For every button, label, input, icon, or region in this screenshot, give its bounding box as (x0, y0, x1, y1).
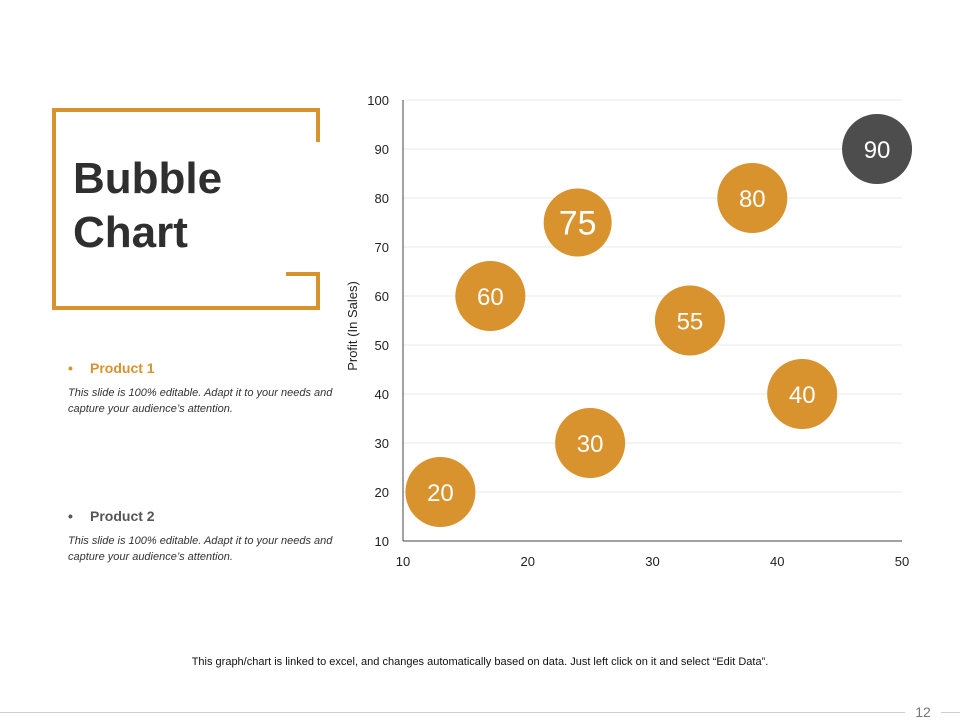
y-tick-90: 90 (375, 142, 389, 157)
x-tick-30: 30 (645, 554, 659, 569)
title-line-1: Bubble (73, 154, 223, 203)
bubble-label: 90 (864, 137, 891, 164)
y-tick-20: 20 (375, 485, 389, 500)
bubble-label: 75 (559, 205, 597, 243)
bullet-icon: • (68, 360, 73, 376)
product-2-block: • Product 2 This slide is 100% editable.… (68, 508, 338, 565)
bubble-circle[interactable] (654, 285, 725, 356)
bubble-circle[interactable] (555, 408, 626, 478)
title-frame (52, 108, 320, 310)
bubble-circle[interactable] (717, 163, 788, 233)
bubble-20[interactable]: 20 (405, 457, 476, 527)
footer-divider (0, 712, 960, 713)
bubble-90[interactable]: 90 (842, 114, 913, 184)
y-tick-100: 100 (367, 93, 389, 108)
y-tick-80: 80 (375, 191, 389, 206)
product-2-description: This slide is 100% editable. Adapt it to… (68, 535, 333, 563)
x-tick-20: 20 (521, 554, 535, 569)
bubble-label: 55 (677, 309, 704, 336)
bubble-label: 40 (789, 382, 816, 409)
bubble-circle[interactable] (543, 188, 612, 257)
bubble-75[interactable]: 75 (543, 188, 612, 257)
bubble-circle[interactable] (405, 457, 476, 527)
tick-labels: 10 20 30 40 50 60 70 80 90 100 10 20 30 40 50 (367, 93, 909, 569)
bubble-label: 80 (739, 186, 766, 213)
product-1-description: This slide is 100% editable. Adapt it to… (68, 387, 333, 415)
y-tick-70: 70 (375, 240, 389, 255)
bubble-circle[interactable] (767, 359, 838, 429)
footnote: This graph/chart is linked to excel, and… (191, 656, 769, 668)
product-2-name: Product 2 (90, 508, 155, 524)
y-tick-60: 60 (375, 289, 389, 304)
bubble-30[interactable]: 30 (555, 408, 626, 478)
x-tick-50: 50 (895, 554, 909, 569)
title-line-2: Chart (73, 208, 188, 257)
y-tick-40: 40 (375, 387, 389, 402)
x-tick-10: 10 (396, 554, 410, 569)
bubble-circle[interactable] (842, 114, 913, 184)
bubble-80[interactable]: 80 (717, 163, 788, 233)
bubble-label: 30 (577, 431, 604, 458)
bubble-40[interactable]: 40 (767, 359, 838, 429)
page-number: 12 (905, 703, 941, 721)
axes (402, 100, 902, 542)
x-tick-40: 40 (770, 554, 784, 569)
bubble-60[interactable]: 60 (455, 261, 526, 331)
bubbles: 20 30 40 55 60 75 80 90 (405, 114, 913, 527)
y-tick-30: 30 (375, 436, 389, 451)
bubble-circle[interactable] (455, 261, 526, 331)
y-tick-50: 50 (375, 338, 389, 353)
slide-title: Bubble Chart (73, 152, 303, 260)
product-1-name: Product 1 (90, 360, 155, 376)
product-1-block: • Product 1 This slide is 100% editable.… (68, 360, 338, 417)
bubble-label: 20 (427, 480, 454, 507)
y-axis-label: Profit (In Sales) (345, 281, 360, 371)
bubble-label: 60 (477, 284, 504, 311)
y-tick-10: 10 (375, 534, 389, 549)
bubble-55[interactable]: 55 (654, 285, 725, 356)
bullet-icon: • (68, 508, 73, 524)
